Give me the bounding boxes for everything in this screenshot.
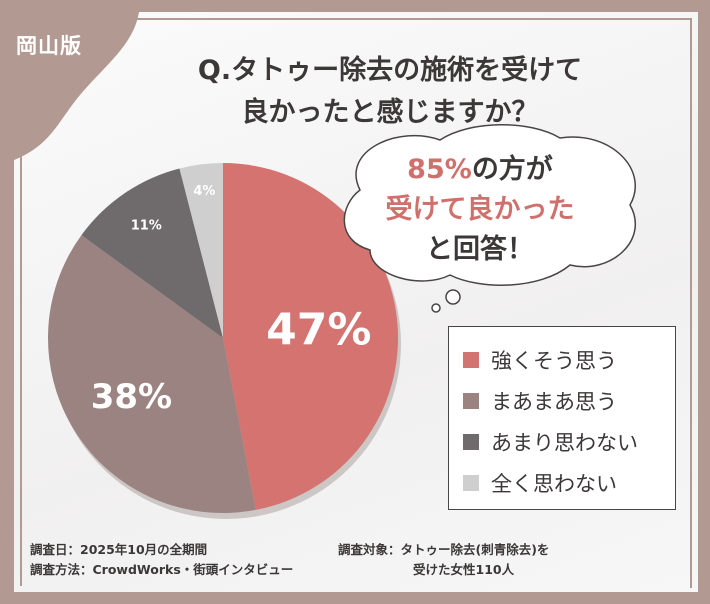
legend-swatch [463, 474, 479, 491]
survey-date: 調査日：2025年10月の全期間 [30, 542, 208, 557]
pie-label: 11% [131, 219, 162, 234]
callout-line2: 受けて良かった [385, 194, 575, 225]
legend-swatch [463, 351, 479, 368]
legend-item: 強くそう思う [463, 339, 675, 380]
legend-item: あまり思わない [463, 421, 675, 462]
inner-frame [20, 18, 690, 586]
title-line-1: Q.タトゥー除去の施術を受けて [197, 55, 583, 86]
legend-swatch [463, 433, 479, 450]
corner-badge-shape [0, 0, 140, 165]
pie-slice [81, 168, 223, 338]
survey-target: 調査対象：タトゥー除去(刺青除去)を [338, 542, 550, 557]
inner-frame-right [690, 18, 692, 588]
pie-label: 38% [91, 377, 172, 417]
callout-percent: 85% [407, 154, 472, 185]
title-line-2: 良かったと感じますか？ [241, 97, 539, 128]
legend-item: まあまあ思う [463, 380, 675, 421]
pie-label: 47% [266, 304, 371, 355]
pie-slice [48, 235, 256, 513]
region-badge: 岡山版 [16, 34, 82, 58]
survey-method: 調査方法：CrowdWorks・街頭インタビュー [30, 562, 294, 577]
legend-label: あまり思わない [491, 430, 638, 455]
pie-label: 4% [193, 184, 215, 199]
callout-line3: と回答！ [426, 234, 534, 265]
callout-line1: の方が [471, 154, 553, 185]
legend-label: 全く思わない [491, 471, 617, 496]
callout-text: 85%の方が 受けて良かった と回答！ [350, 150, 610, 270]
survey-info-right: 調査対象：タトゥー除去(刺青除去)を 受けた女性110人 [338, 540, 549, 580]
legend: 強くそう思う まあまあ思う あまり思わない 全く思わない [448, 326, 676, 510]
survey-target-2: 受けた女性110人 [413, 562, 515, 577]
survey-info-left: 調査日：2025年10月の全期間 調査方法：CrowdWorks・街頭インタビュ… [30, 540, 293, 580]
pie-slice [179, 163, 223, 338]
question-title: Q.タトゥー除去の施術を受けて 良かったと感じますか？ [150, 50, 630, 134]
pie-slice [223, 162, 399, 510]
legend-item: 全く思わない [463, 462, 675, 503]
legend-label: まあまあ思う [491, 389, 617, 414]
legend-label: 強くそう思う [491, 348, 617, 373]
legend-swatch [463, 392, 479, 409]
